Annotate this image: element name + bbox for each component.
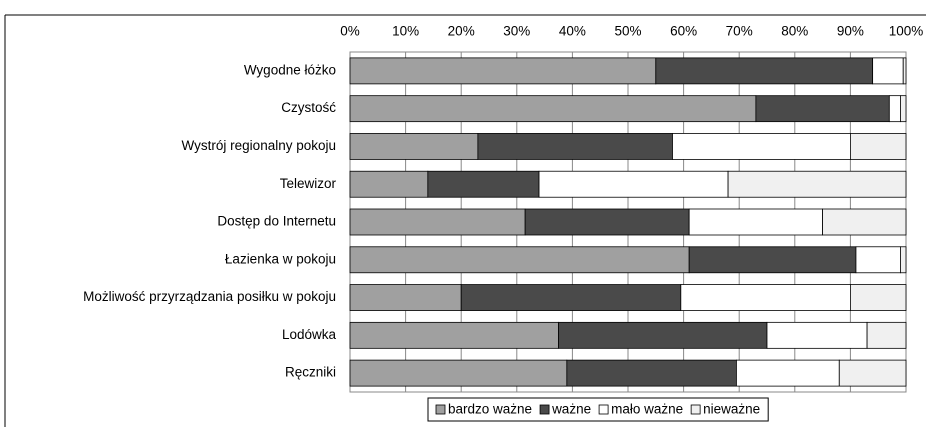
y-tick-label: Telewizor <box>280 176 337 191</box>
bar-segment <box>349 208 526 236</box>
bar-segment <box>900 246 907 274</box>
y-tick-label: Lodówka <box>282 327 337 342</box>
x-tick-label: 30% <box>503 24 530 39</box>
bar-segment <box>349 170 429 198</box>
y-tick-label: Dostęp do Internetu <box>217 214 336 229</box>
bar-segment <box>680 284 851 311</box>
bar-segment <box>349 95 757 123</box>
y-tick-label: Łazienka w pokoju <box>225 251 336 266</box>
bar-segment <box>727 170 907 198</box>
bar-segment <box>766 321 868 349</box>
bar-segment <box>866 321 907 349</box>
legend-label: nieważne <box>703 402 760 417</box>
bar-segment <box>349 284 462 311</box>
legend-swatch <box>598 404 609 415</box>
bar-segment <box>655 57 874 85</box>
legend-swatch <box>539 404 550 415</box>
y-tick-label: Wygodne łóżko <box>244 62 336 77</box>
x-tick-label: 40% <box>559 24 586 39</box>
bar-segment <box>558 321 768 349</box>
y-tick-label: Możliwość przyrządzania posiłku w pokoju <box>83 289 336 304</box>
bar-segment <box>900 95 907 123</box>
bar-segment <box>538 170 729 198</box>
x-tick-label: 90% <box>837 24 864 39</box>
bar-segment <box>524 208 690 236</box>
bar-segment <box>349 321 559 349</box>
bar-segment <box>872 57 904 85</box>
y-tick-label: Ręczniki <box>285 365 336 380</box>
bar-segment <box>888 95 901 123</box>
x-tick-label: 20% <box>448 24 475 39</box>
bar-segment <box>672 133 851 160</box>
bar-segment <box>822 208 907 236</box>
legend-label: bardzo ważne <box>448 402 532 417</box>
bar-segment <box>477 133 673 160</box>
x-tick-label: 0% <box>340 24 360 39</box>
legend-label: ważne <box>551 402 591 417</box>
bar-segment <box>902 57 907 85</box>
legend-label: mało ważne <box>611 402 683 417</box>
legend-swatch <box>690 404 701 415</box>
bar-segment <box>850 133 907 160</box>
bar-segment <box>566 359 737 387</box>
bar-segment <box>349 359 568 387</box>
legend: bardzo ważne ważne mało ważne nieważne <box>427 397 769 422</box>
y-tick-label: Czystość <box>281 100 336 115</box>
bar-segment <box>688 246 857 274</box>
bar-segment <box>349 246 690 274</box>
x-tick-label: 100% <box>889 24 924 39</box>
bar-segment <box>736 359 840 387</box>
bar-segment <box>427 170 540 198</box>
x-tick-label: 60% <box>670 24 697 39</box>
x-tick-label: 50% <box>614 24 641 39</box>
legend-swatch <box>435 404 446 415</box>
x-tick-label: 10% <box>392 24 419 39</box>
bar-segment <box>688 208 823 236</box>
x-tick-label: 70% <box>726 24 753 39</box>
bar-segment <box>850 284 907 311</box>
bar-segment <box>855 246 901 274</box>
legend-box <box>427 397 769 422</box>
bar-segment <box>755 95 890 123</box>
bar-segment <box>460 284 682 311</box>
y-tick-label: Wystrój regionalny pokoju <box>182 138 336 153</box>
bar-segment <box>838 359 907 387</box>
bar-segment <box>349 57 657 85</box>
x-tick-label: 80% <box>781 24 808 39</box>
bar-segment <box>349 133 479 160</box>
